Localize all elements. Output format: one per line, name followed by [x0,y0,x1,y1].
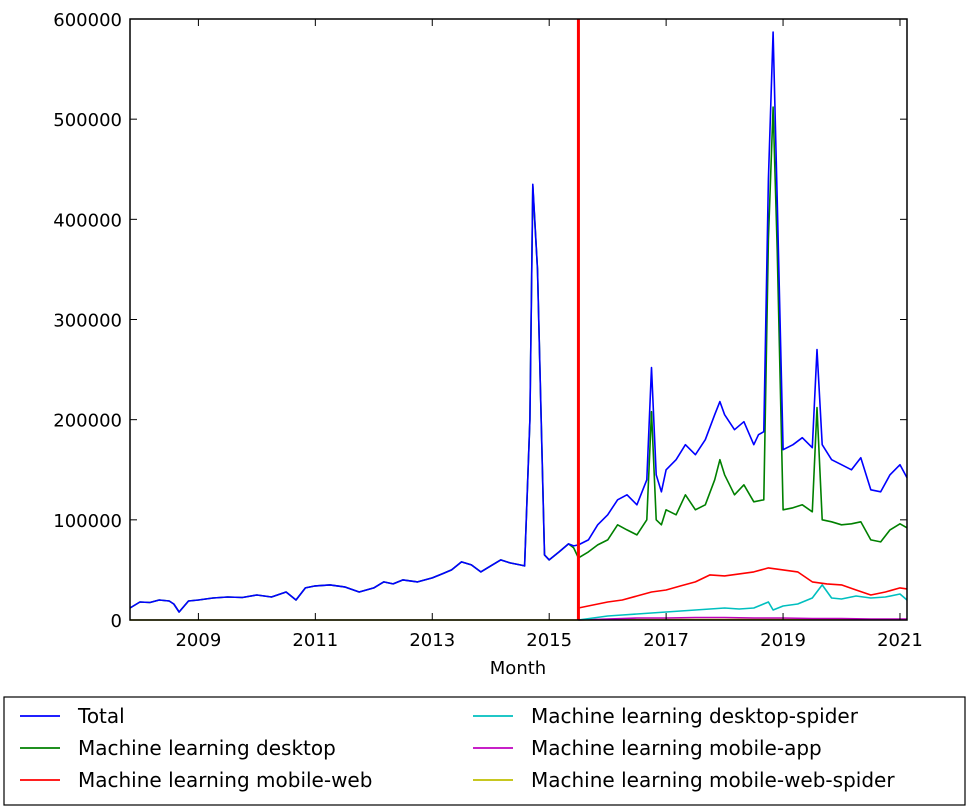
legend-box [3,696,966,806]
legend-entries: Total Machine learning desktop Machine lea… [20,704,895,792]
x-tick-label: 2017 [643,630,689,651]
legend-label: Total [77,704,125,728]
legend-label: Machine learning mobile-app [531,736,822,760]
series-line-5 [578,616,907,621]
y-tick-label: 400000 [53,210,122,231]
x-tick-label: 2019 [760,630,806,651]
x-tick-label: 2009 [175,630,221,651]
legend: Total Machine learning desktop Machine lea… [3,696,966,806]
x-axis-title: Month [490,658,546,679]
y-tick-label: 300000 [53,311,122,332]
x-tick-label: 2013 [409,630,455,651]
x-tick-label: 2015 [526,630,572,651]
x-tick-label: 2011 [292,630,338,651]
legend-label: Machine learning desktop-spider [531,704,859,728]
y-tick-label: 100000 [53,511,122,532]
x-tick-label: 2021 [877,630,923,651]
tick-layer: 2009 2011 2013 2015 2017 2019 2021 0 100000 20000… [53,10,923,651]
y-tick-label: 0 [111,611,122,632]
legend-label: Machine learning desktop [78,736,336,760]
y-tick-label: 600000 [53,10,122,31]
series-line-4 [578,584,908,621]
series-line-3 [578,567,908,609]
y-tick-label: 500000 [53,110,122,131]
legend-label: Machine learning mobile-web-spider [531,768,895,792]
series-line-1 [129,31,908,613]
y-tick-label: 200000 [53,411,122,432]
legend-label: Machine learning mobile-web [78,768,372,792]
